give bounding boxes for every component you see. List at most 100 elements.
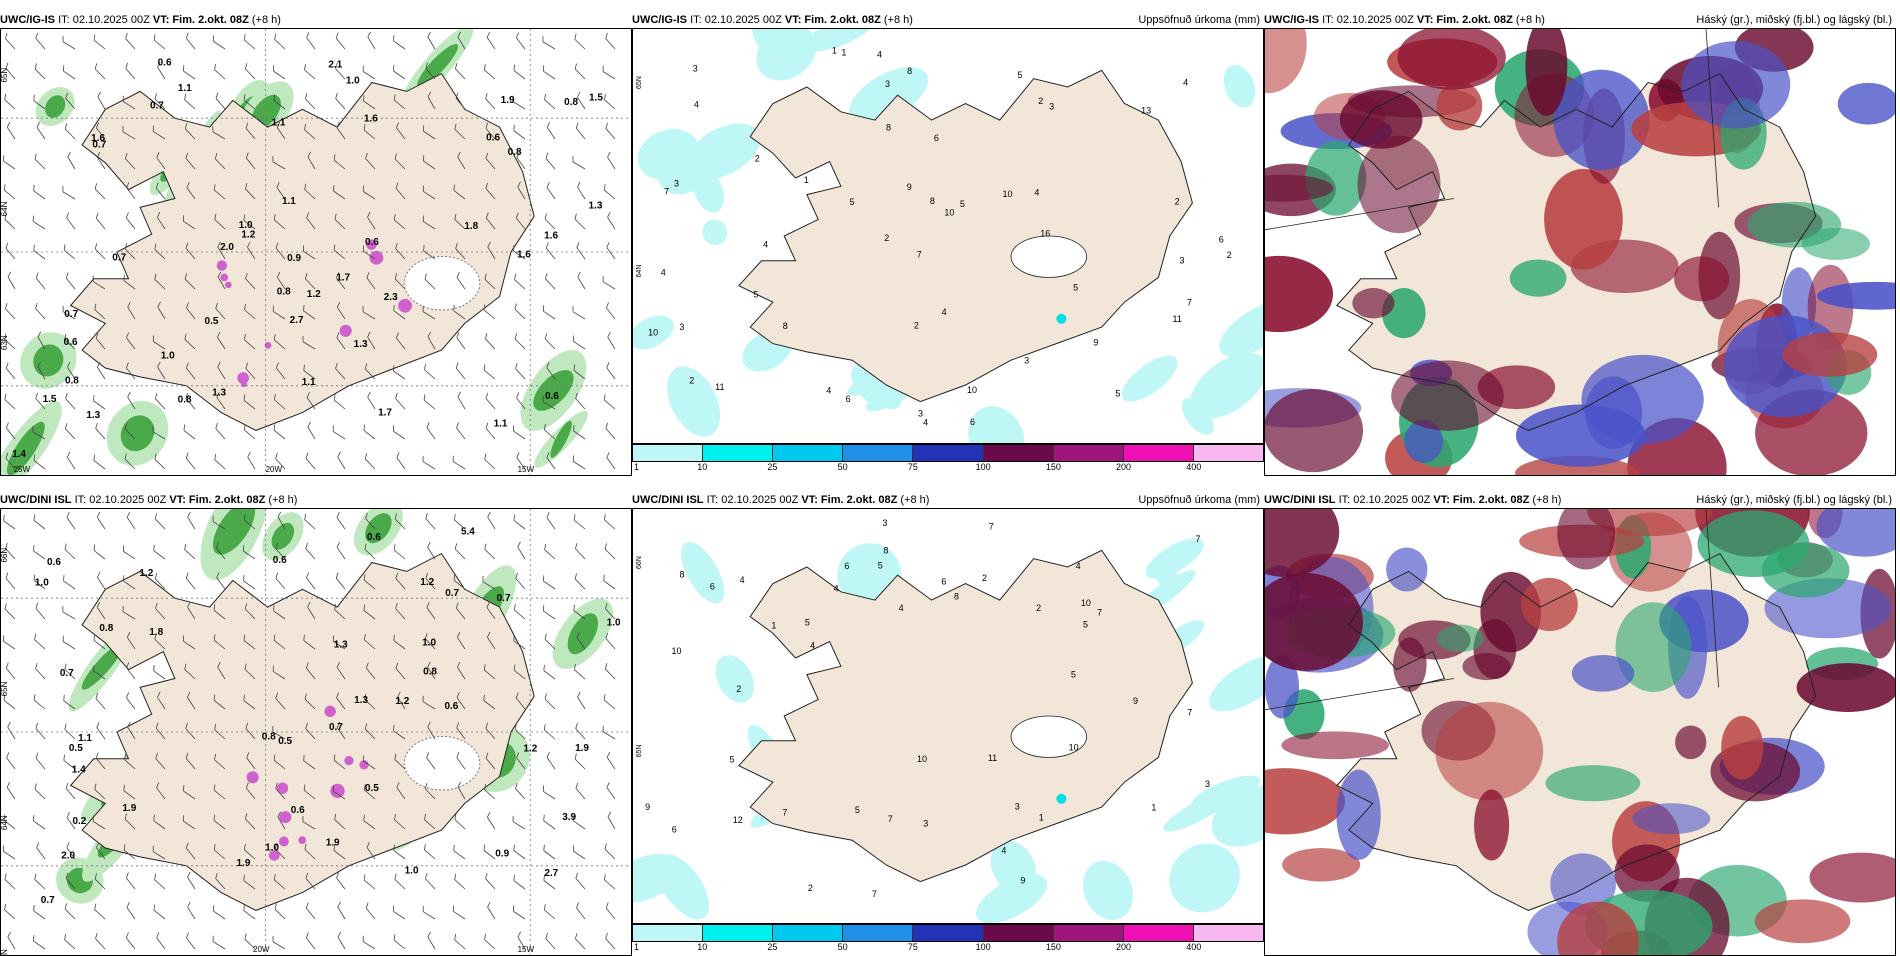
precip-shade — [1169, 843, 1240, 913]
wind-barb — [7, 931, 16, 950]
wind-barb — [574, 664, 586, 680]
wind-barb — [542, 395, 556, 410]
wind-barb — [425, 633, 436, 650]
precip-value-label: 3 — [693, 63, 698, 73]
wind-barb — [393, 35, 406, 50]
wind-barb — [456, 692, 466, 710]
wind-barb — [64, 423, 76, 440]
precip-value-label: 7 — [1097, 608, 1102, 618]
cloud-shade — [1614, 844, 1680, 902]
wind-barb — [423, 155, 436, 170]
precip-shade — [1189, 352, 1263, 419]
wind-barb — [393, 365, 406, 380]
snow-spot — [276, 782, 289, 794]
precip-value-label: 1.4 — [72, 765, 86, 776]
precip-map[interactable]: 7 8 10 8 5 4 3 2 6 5 7 9 10 11 4 7 3 2 4 1 3 2 5 10 6 12 10 4 3 1 7 6 5 7… — [632, 508, 1264, 924]
precip-value-label: 0.2 — [72, 816, 86, 827]
wind-barb — [37, 331, 46, 350]
wind-barb — [606, 782, 616, 800]
wind-barb — [3, 694, 16, 710]
wind-barb — [362, 245, 376, 260]
wind-barb — [185, 362, 196, 380]
cloud-shade — [1721, 716, 1764, 780]
precip-value-label: 1 — [841, 48, 846, 58]
precip-map[interactable]: 5 3 8 10 2 6 5 1 2 3 2 4 9 10 5 11 16 7 3 2 4 5 6 3 8 2 4 9 10 11 3 4 2 3… — [632, 28, 1264, 444]
wind-barb — [3, 155, 16, 170]
wind-barb — [155, 722, 166, 740]
wind-barb — [214, 153, 226, 170]
cloud-map[interactable] — [1264, 508, 1896, 956]
wind-barb — [366, 272, 376, 290]
model-name: UWC/DINI ISL — [0, 494, 72, 506]
wind-barb — [245, 183, 256, 200]
cloud-shade — [1265, 768, 1346, 835]
wind-barb — [184, 543, 196, 560]
wind-barb — [575, 872, 586, 890]
precip-value-label: 5 — [1083, 619, 1088, 629]
wind-barb — [243, 424, 256, 440]
precip-value-label: 5 — [805, 617, 810, 627]
cloud-shade — [1265, 29, 1307, 94]
wind-barb — [605, 122, 616, 140]
wind-barb — [186, 182, 196, 200]
wind-barb — [183, 424, 196, 440]
wind-barb — [93, 454, 106, 470]
wind-barb — [392, 425, 406, 440]
lead-time: (+8 h) — [1515, 14, 1545, 26]
wind-barb — [276, 182, 286, 200]
cloud-shade — [1615, 602, 1692, 692]
wind-barb — [454, 933, 466, 950]
wind-barb — [574, 573, 586, 590]
wind-barb — [544, 93, 556, 110]
wind-barb — [336, 332, 346, 350]
wind-barb — [573, 815, 586, 830]
precip-value-label: 9 — [1020, 876, 1025, 886]
cloud-shade — [1386, 547, 1428, 592]
wind-barb — [484, 783, 496, 800]
precip-value-label: 4 — [826, 386, 831, 396]
wind-barb — [395, 602, 406, 620]
precip-value-label: 2.0 — [61, 851, 75, 862]
wind-barb — [484, 933, 496, 950]
wind-barb — [213, 604, 226, 620]
wind-map[interactable]: 65N 64N 63N 25W 20W 15W 0.7 1.6 1.2 1.1 0.6 0.7 0.6 0… — [0, 28, 632, 476]
wind-barb — [336, 122, 346, 140]
wind-barb — [124, 243, 136, 260]
wind-barb — [65, 272, 76, 290]
wind-barb — [395, 182, 406, 200]
wind-barb — [424, 273, 436, 290]
legend-tick-label: 25 — [767, 462, 778, 472]
precip-shade — [1082, 860, 1134, 921]
wind-barb — [244, 603, 256, 620]
wind-barb — [486, 31, 496, 50]
wind-barb — [153, 904, 166, 920]
wind-barb — [605, 32, 616, 50]
lat-label: 65N — [636, 745, 643, 758]
wind-barb — [35, 662, 46, 680]
wind-barb — [515, 692, 526, 710]
wind-barb — [427, 31, 436, 50]
cloud-shade — [1435, 701, 1544, 801]
wind-barb — [607, 211, 616, 230]
cloud-map[interactable] — [1264, 28, 1896, 476]
wind-barb — [34, 633, 46, 650]
cloud-shade — [1473, 619, 1517, 680]
precip-value-label: 1.6 — [91, 133, 105, 144]
precip-value-label: 2.7 — [544, 868, 558, 879]
wind-barb — [336, 301, 346, 320]
wind-barb — [517, 931, 526, 950]
wind-barb — [303, 784, 316, 800]
precip-value-label: 2 — [1175, 197, 1180, 207]
panel-header: UWC/DINI ISL IT: 02.10.2025 00Z VT: Fim.… — [632, 491, 1264, 509]
precip-value-label: 0.6 — [273, 555, 287, 566]
precip-shade — [1219, 301, 1263, 357]
wind-barb — [153, 814, 166, 830]
wind-barb — [243, 904, 256, 920]
model-name: UWC/IG-IS — [0, 14, 55, 26]
precip-value-label: 1.0 — [607, 617, 621, 628]
wind-barb — [185, 242, 196, 260]
wind-barb — [186, 932, 196, 950]
wind-barb — [573, 604, 586, 620]
wind-barb — [457, 151, 466, 170]
wind-map[interactable]: 66N65N64N63N20W15W5.41.81.01.20.70.60.71… — [0, 508, 632, 956]
